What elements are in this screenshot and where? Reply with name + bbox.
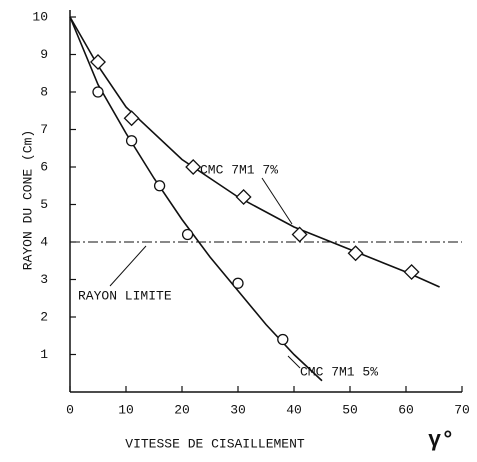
- annotation: CMC 7M1 5%: [300, 364, 378, 379]
- y-tick-label: 10: [32, 9, 48, 24]
- point: [291, 226, 308, 243]
- x-tick-label: 70: [454, 402, 470, 417]
- point: [125, 135, 138, 147]
- point: [92, 86, 104, 98]
- x-tick-label: 0: [66, 402, 74, 417]
- y-tick-label: 7: [40, 122, 48, 137]
- x-tick-label: 50: [342, 402, 358, 417]
- y-tick-label: 2: [40, 309, 48, 324]
- y-tick-label: 5: [40, 197, 48, 212]
- point: [232, 277, 244, 289]
- x-tick-label: 30: [230, 402, 246, 417]
- arrow: [287, 355, 301, 369]
- point: [235, 189, 252, 205]
- y-tick-label: 3: [40, 272, 48, 287]
- x-tick-label: 10: [118, 402, 134, 417]
- point: [347, 245, 364, 262]
- point: [277, 333, 289, 346]
- point: [185, 159, 202, 175]
- x-tick-label: 40: [286, 402, 302, 417]
- x-tick-label: 60: [398, 402, 414, 417]
- fit-curve: [69, 16, 323, 382]
- y-tick-label: 4: [40, 234, 48, 249]
- point: [123, 110, 140, 127]
- x-axis-label: VITESSE DE CISAILLEMENT: [125, 436, 305, 451]
- x-tick-label: 20: [174, 402, 190, 417]
- y-tick-label: 6: [40, 159, 48, 174]
- y-tick-label: 8: [40, 84, 48, 99]
- y-axis-label: RAYON DU CONE (Cm): [20, 130, 35, 270]
- annotation: RAYON LIMITE: [78, 288, 172, 303]
- fit-curve: [69, 16, 440, 288]
- y-tick-label: 1: [40, 347, 48, 362]
- point: [153, 180, 166, 192]
- point: [403, 264, 420, 280]
- arrow: [109, 245, 147, 287]
- point: [181, 228, 194, 241]
- point: [90, 54, 106, 70]
- arrow: [261, 177, 293, 225]
- x-axis-symbol: γ°: [428, 428, 454, 453]
- annotation: CMC 7M1 7%: [200, 162, 278, 177]
- y-tick-label: 9: [40, 47, 48, 62]
